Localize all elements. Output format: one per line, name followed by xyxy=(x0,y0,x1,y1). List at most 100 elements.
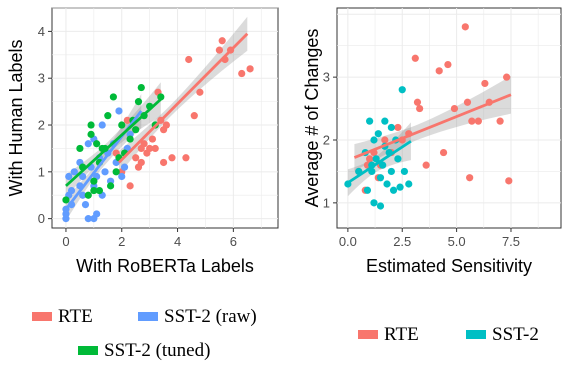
right-trend-lines xyxy=(347,93,512,184)
data-point xyxy=(185,55,193,64)
data-point xyxy=(372,155,380,163)
legend-swatch xyxy=(78,346,98,355)
legend-label: RTE xyxy=(58,306,93,327)
data-point xyxy=(81,200,90,209)
data-point xyxy=(90,215,98,223)
data-point xyxy=(79,191,87,199)
data-point xyxy=(376,202,385,210)
data-point xyxy=(463,98,472,106)
data-point xyxy=(109,93,117,101)
data-point xyxy=(162,121,170,129)
left-points xyxy=(62,37,254,223)
data-point xyxy=(106,182,115,190)
data-point xyxy=(151,144,159,153)
y-tick-label: 3 xyxy=(38,71,45,86)
data-point xyxy=(461,23,469,31)
data-point xyxy=(196,88,204,96)
data-point xyxy=(396,183,404,191)
data-point xyxy=(95,186,104,195)
data-point xyxy=(62,196,70,204)
legend-swatch xyxy=(466,330,486,339)
data-point xyxy=(387,167,395,176)
data-point xyxy=(62,210,70,218)
data-point xyxy=(157,93,165,101)
data-point xyxy=(132,126,140,134)
data-point xyxy=(160,158,168,167)
right-x-ticks: 0.0 2.5 5.0 7.5 xyxy=(339,228,520,249)
x-tick-label: 4 xyxy=(174,234,181,249)
left-y-ticks: 0 1 2 3 4 xyxy=(38,24,52,226)
data-point xyxy=(134,98,143,106)
confidence-band xyxy=(118,16,248,175)
left-chart: 0 2 4 6 0 1 2 3 4 With RoBERTa Labels With Huma… xyxy=(6,7,279,276)
y-tick-label: 1 xyxy=(323,195,330,210)
data-point xyxy=(450,104,459,113)
data-point xyxy=(383,180,391,188)
data-point xyxy=(67,186,76,195)
data-point xyxy=(101,168,109,176)
data-point xyxy=(370,136,378,144)
x-tick-label: 0 xyxy=(62,234,69,249)
data-point xyxy=(379,161,387,169)
right-chart: 0.0 2.5 5.0 7.5 1 2 3 Estimated Sensitivity A… xyxy=(302,7,562,276)
data-point xyxy=(126,135,134,143)
data-point xyxy=(366,155,374,163)
data-point xyxy=(496,117,504,125)
data-point xyxy=(439,148,448,157)
data-point xyxy=(90,186,98,195)
data-point xyxy=(481,79,489,88)
data-point xyxy=(118,172,126,181)
right-y-ticks: 1 2 3 xyxy=(323,70,337,210)
y-tick-label: 4 xyxy=(38,24,45,39)
data-point xyxy=(413,98,422,106)
y-tick-label: 0 xyxy=(38,211,45,226)
data-point xyxy=(218,37,226,45)
data-point xyxy=(422,161,430,169)
data-point xyxy=(76,144,84,153)
left-x-axis-label: With RoBERTa Labels xyxy=(76,256,254,276)
trend-line xyxy=(65,98,162,187)
data-point xyxy=(84,140,92,148)
data-point xyxy=(246,65,254,73)
data-point xyxy=(363,186,372,194)
y-tick-label: 2 xyxy=(323,133,330,148)
left-trend-lines xyxy=(64,32,249,211)
right-plot-background xyxy=(336,7,562,229)
left-y-axis-label: With Human Labels xyxy=(6,39,26,196)
data-point xyxy=(146,144,154,153)
data-point xyxy=(503,73,511,81)
data-point xyxy=(90,177,98,185)
data-point xyxy=(87,121,95,129)
data-point xyxy=(148,135,157,143)
x-tick-label: 2 xyxy=(118,234,125,249)
x-tick-label: 5.0 xyxy=(448,234,466,249)
legend-swatch xyxy=(32,312,52,321)
left-x-ticks: 0 2 4 6 xyxy=(62,228,237,249)
data-point xyxy=(84,191,92,199)
data-point xyxy=(376,174,385,182)
data-point xyxy=(87,130,95,138)
data-point xyxy=(112,168,120,176)
data-point xyxy=(405,180,413,188)
data-point xyxy=(381,117,389,125)
right-y-axis-label: Average # of Changes xyxy=(302,29,322,208)
data-point xyxy=(70,168,78,176)
data-point xyxy=(238,69,246,78)
data-point xyxy=(387,123,395,132)
data-point xyxy=(137,158,145,167)
data-point xyxy=(370,199,378,207)
right-points xyxy=(344,23,513,210)
data-point xyxy=(411,54,419,62)
data-point xyxy=(65,172,73,181)
y-tick-label: 3 xyxy=(323,70,330,85)
legend-label: SST-2 (tuned) xyxy=(104,340,210,361)
data-point xyxy=(505,177,513,185)
y-tick-label: 1 xyxy=(38,164,45,179)
left-legend: RTE SST-2 (raw) SST-2 (tuned) xyxy=(32,306,257,361)
legend-label: SST-2 xyxy=(492,324,539,345)
trend-line xyxy=(117,32,249,164)
legend-label: SST-2 (raw) xyxy=(164,306,257,327)
x-tick-label: 0.0 xyxy=(339,234,357,249)
trend-line xyxy=(347,140,412,184)
